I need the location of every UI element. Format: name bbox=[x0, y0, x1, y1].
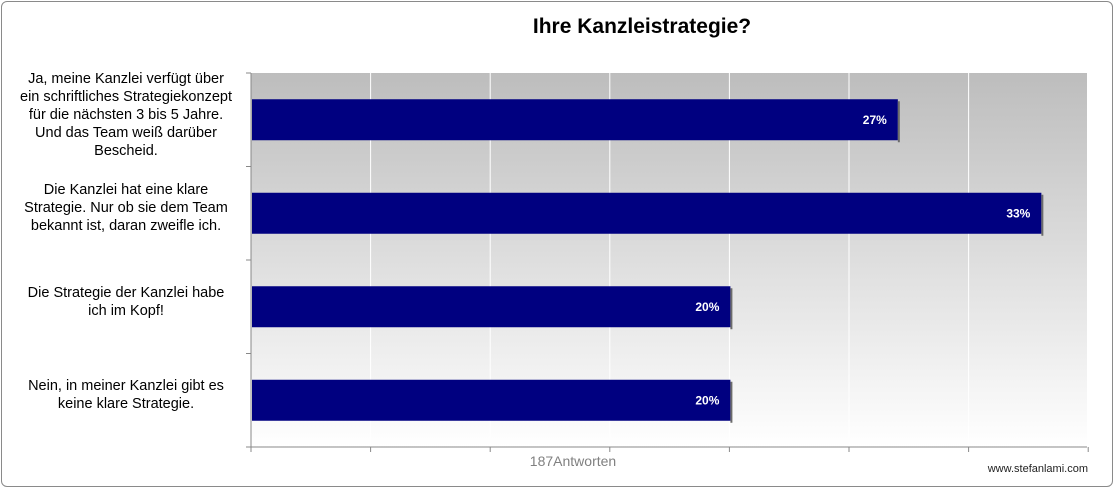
category-label-line: Die Kanzlei hat eine klare bbox=[43, 182, 209, 199]
data-label: 20% bbox=[695, 393, 719, 407]
chart-title: Ihre Kanzleistrategie? bbox=[532, 15, 752, 38]
category-label-line: Strategie. Nur ob sie dem Team bbox=[24, 200, 228, 217]
bar-shadow bbox=[897, 101, 900, 143]
category-label: Die Strategie der Kanzlei habe ich im Kop… bbox=[8, 284, 244, 320]
category-label: Nein, in meiner Kanzlei gibt es keine kla… bbox=[8, 377, 244, 413]
category-label: Ja, meine Kanzlei verfügt über ein schrif… bbox=[8, 70, 244, 160]
bar-shadow bbox=[1041, 194, 1044, 236]
bars: 27% 33% 20% 20% bbox=[252, 99, 1044, 423]
x-axis-label: 187Antworten bbox=[529, 453, 617, 469]
category-label-line: ich im Kopf! bbox=[88, 302, 164, 319]
footer-credit: www.stefanlami.com bbox=[987, 463, 1088, 475]
category-label-line: keine klare Strategie. bbox=[57, 396, 195, 413]
bar bbox=[252, 286, 731, 328]
bar-shadow bbox=[730, 288, 733, 330]
category-label-line: Bescheid. bbox=[94, 142, 158, 159]
bar bbox=[252, 99, 898, 141]
data-label: 20% bbox=[695, 300, 719, 314]
bar bbox=[252, 379, 731, 421]
category-label-line: Ja, meine Kanzlei verfügt über bbox=[28, 70, 224, 87]
category-label-line: ein schriftliches Strategiekonzept bbox=[20, 88, 232, 105]
bar bbox=[252, 192, 1042, 234]
bar-shadow bbox=[730, 381, 733, 423]
axes bbox=[246, 72, 1089, 452]
data-label: 33% bbox=[1006, 206, 1030, 220]
data-label: 27% bbox=[863, 113, 887, 127]
category-label-line: für die nächsten 3 bis 5 Jahre. bbox=[28, 106, 224, 123]
category-label: Die Kanzlei hat eine klare Strategie. Nur… bbox=[8, 181, 244, 235]
category-label-line: Nein, in meiner Kanzlei gibt es bbox=[28, 378, 224, 395]
category-label-line: Die Strategie der Kanzlei habe bbox=[27, 284, 225, 301]
category-label-line: Und das Team weiß darüber bbox=[35, 124, 217, 141]
category-label-line: bekannt ist, daran zweifle ich. bbox=[30, 218, 222, 235]
